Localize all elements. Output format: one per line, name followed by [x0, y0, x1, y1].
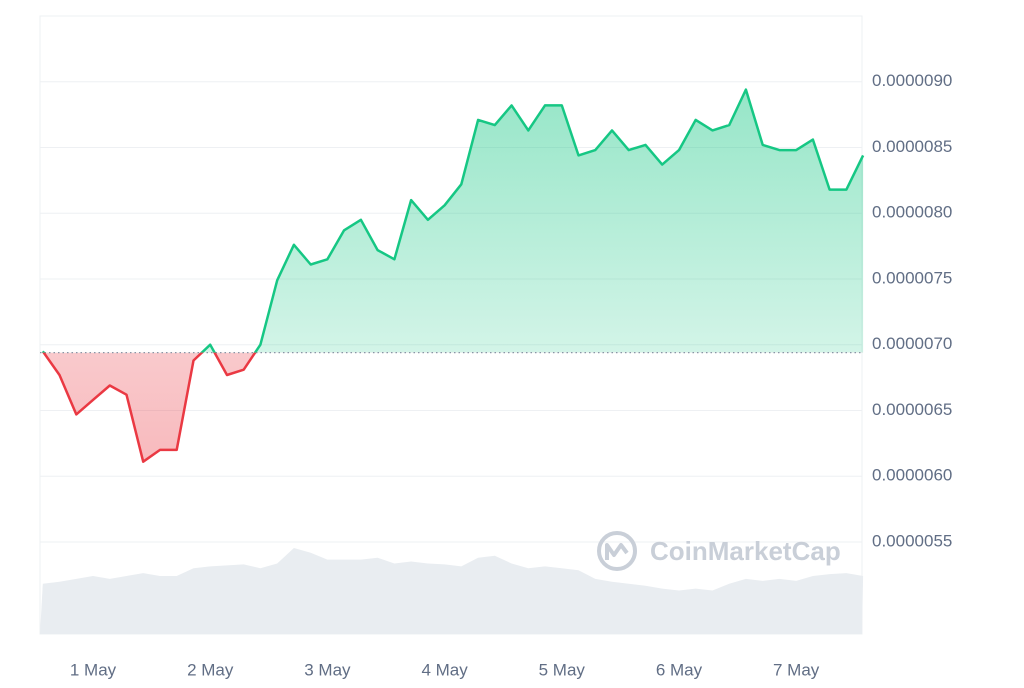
x-tick-label: 5 May	[539, 660, 586, 679]
price-line-up	[41, 88, 865, 353]
y-tick-label: 0.0000060	[872, 466, 952, 485]
y-tick-label: 0.0000085	[872, 137, 952, 156]
price-line-down	[42, 352, 257, 463]
y-tick-label: 0.0000055	[872, 531, 952, 550]
y-tick-label: 0.0000075	[872, 268, 952, 287]
y-tick-label: 0.0000070	[872, 334, 952, 353]
x-tick-label: 6 May	[656, 660, 703, 679]
x-tick-label: 7 May	[773, 660, 820, 679]
x-tick-label: 2 May	[187, 660, 234, 679]
volume-area	[40, 548, 864, 634]
watermark-text: CoinMarketCap	[650, 536, 841, 566]
y-tick-label: 0.0000090	[872, 71, 952, 90]
y-tick-label: 0.0000080	[872, 203, 952, 222]
x-tick-label: 1 May	[70, 660, 117, 679]
x-tick-label: 4 May	[421, 660, 468, 679]
area-up	[42, 89, 864, 353]
watermark: CoinMarketCap	[597, 531, 841, 571]
y-tick-label: 0.0000065	[872, 400, 952, 419]
area-down	[42, 352, 864, 462]
x-tick-label: 3 May	[304, 660, 351, 679]
